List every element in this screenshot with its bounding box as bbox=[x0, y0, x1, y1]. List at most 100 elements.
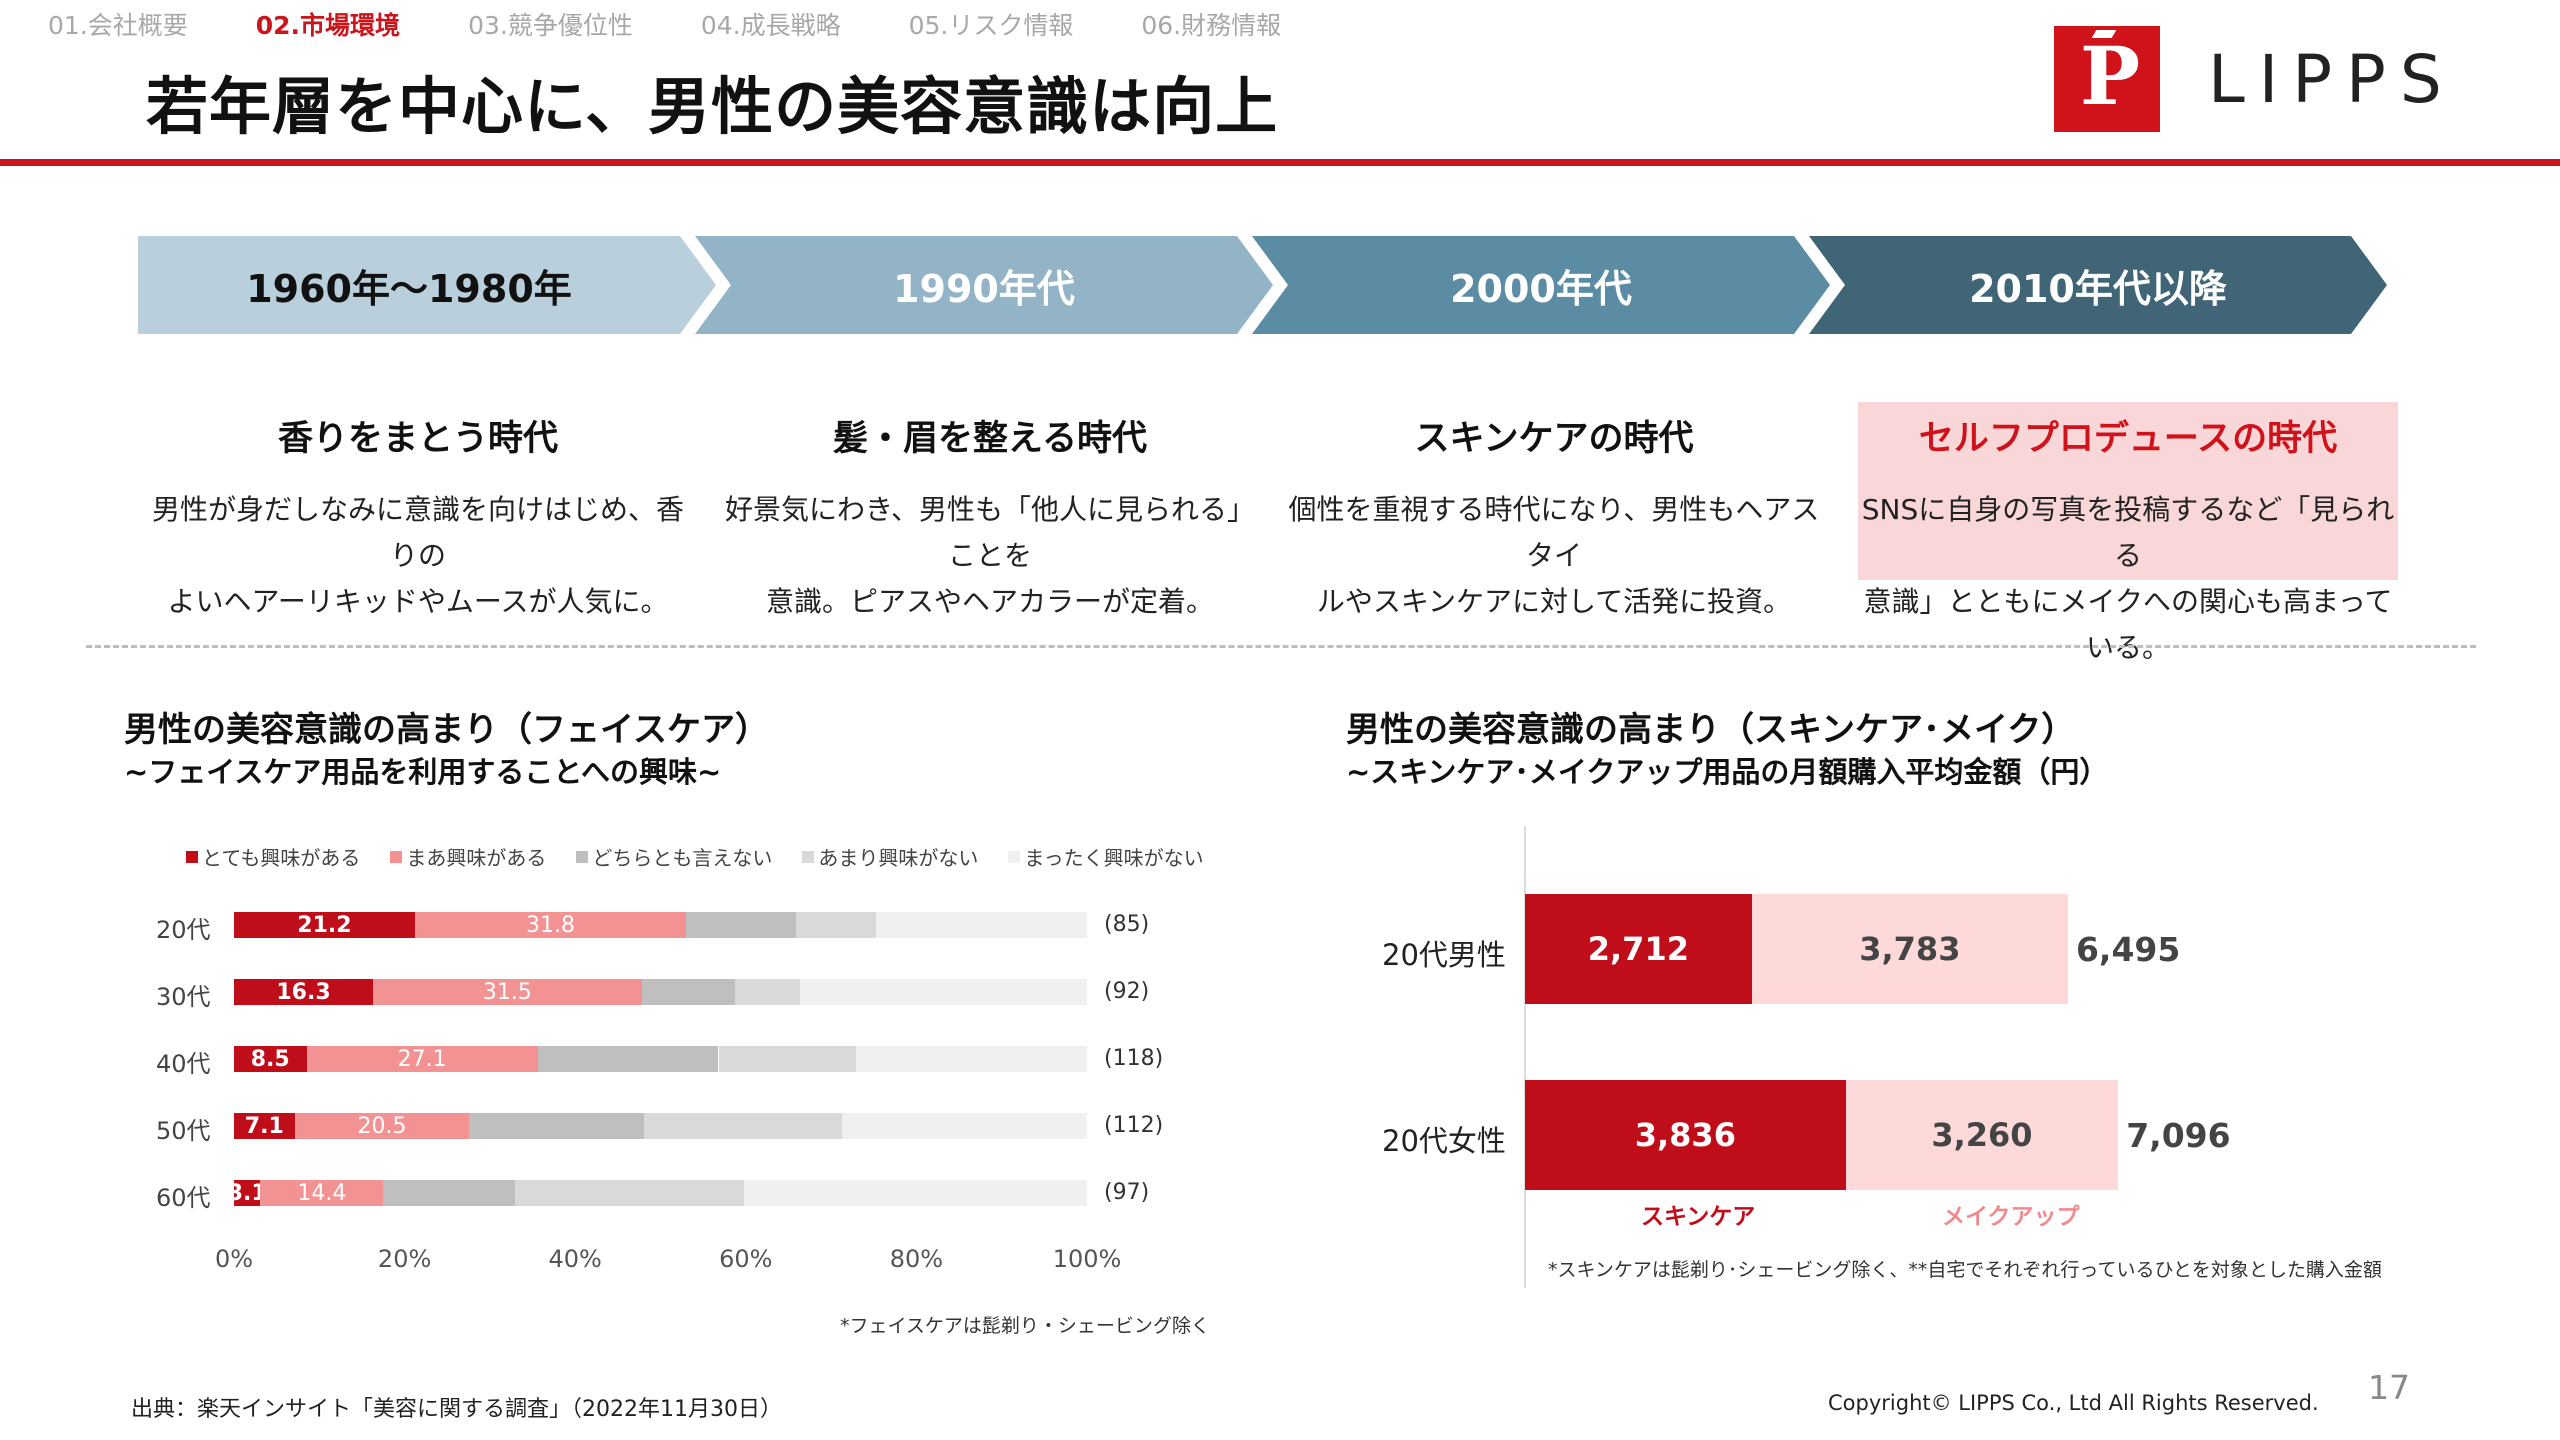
bar-segment bbox=[644, 1113, 843, 1139]
data-label: 20.5 bbox=[357, 1113, 407, 1139]
era-description-line: よいヘアーリキッドやムースが人気に。 bbox=[167, 585, 669, 618]
left-chart-note: *フェイスケアは髭剃り・シェービング除く bbox=[840, 1315, 1210, 1337]
x-axis-tick: 40% bbox=[548, 1245, 602, 1273]
legend-swatch bbox=[1008, 850, 1021, 863]
legend-label: あまり興味がない bbox=[818, 846, 979, 870]
nav-item-4[interactable]: 04.成長戦略 bbox=[700, 11, 841, 40]
total-label: 7,096 bbox=[2126, 1116, 2231, 1155]
x-axis-tick: 60% bbox=[719, 1245, 773, 1273]
bar-segment bbox=[641, 979, 735, 1005]
logo-wordmark: LIPPS bbox=[2208, 40, 2456, 118]
highlight-box bbox=[1858, 402, 2398, 580]
data-label: 8.5 bbox=[250, 1046, 290, 1072]
bar-segment bbox=[537, 1046, 719, 1072]
timeline-arrow-2: 1990年代 bbox=[695, 236, 1273, 334]
x-axis-tick: 100% bbox=[1052, 1245, 1122, 1273]
bar-segment bbox=[842, 1113, 1087, 1139]
right-chart-title: 男性の美容意識の高まり（スキンケア･メイク） bbox=[1346, 710, 2076, 750]
data-label: 31.8 bbox=[525, 912, 575, 938]
left-chart-subtitle: ~フェイスケア用品を利用することへの興味~ bbox=[124, 755, 722, 789]
bar-segment bbox=[383, 1180, 516, 1206]
group-label: 20代女性 bbox=[1382, 1124, 1506, 1158]
legend-swatch bbox=[802, 850, 815, 863]
data-label: 3.1 bbox=[234, 1180, 261, 1206]
timeline-period: 1990年代 bbox=[893, 266, 1075, 311]
era-description-4: SNSに自身の写真を投稿するなど「見られる 意識」とともにメイクへの関心も高まって… bbox=[1858, 487, 2398, 671]
legend-swatch bbox=[576, 850, 589, 863]
era-description-line: 個性を重視する時代になり、男性もヘアスタイ bbox=[1288, 493, 1820, 572]
era-heading-2: 髪・眉を整える時代 bbox=[833, 419, 1147, 459]
era-heading-3: スキンケアの時代 bbox=[1414, 419, 1694, 459]
section-nav: 01.会社概要 02.市場環境 03.競争優位性 04.成長戦略 05.リスク情報 06.… bbox=[48, 6, 1349, 42]
legend-item: とても興味がある bbox=[186, 842, 360, 871]
bar-segment bbox=[799, 979, 1087, 1005]
section-divider bbox=[86, 645, 2476, 648]
legend-item: あまり興味がない bbox=[802, 842, 978, 871]
legend-label: まあ興味がある bbox=[406, 846, 547, 870]
era-description-line: 意識。ピアスやヘアカラーが定着。 bbox=[765, 585, 1214, 618]
age-label: 40代 bbox=[156, 1050, 211, 1078]
bar-segment bbox=[876, 912, 1087, 938]
data-label: 2,712 bbox=[1587, 930, 1689, 968]
era-description-line: 好景気にわき、男性も「他人に見られる」ことを bbox=[724, 493, 1256, 572]
total-label: 6,495 bbox=[2075, 930, 2181, 969]
data-label: 14.4 bbox=[297, 1180, 347, 1206]
x-axis-tick: 0% bbox=[214, 1245, 254, 1273]
bar-segment: 2,712 bbox=[1525, 894, 1752, 1004]
data-label: 31.5 bbox=[482, 979, 532, 1005]
era-timeline: 1960年〜1980年 1990年代 2000年代 2010年代以降 bbox=[138, 236, 2428, 334]
nav-item-5[interactable]: 05.リスク情報 bbox=[908, 11, 1074, 40]
bar-segment: 27.1 bbox=[306, 1046, 538, 1072]
source-citation: 出典：楽天インサイト「美容に関する調査」（2022年11月30日） bbox=[131, 1397, 782, 1422]
nav-item-1[interactable]: 01.会社概要 bbox=[48, 11, 188, 40]
bar-segment: 8.5 bbox=[234, 1046, 307, 1072]
bar-segment: 20.5 bbox=[294, 1113, 470, 1139]
era-description-line: SNSに自身の写真を投稿するなど「見られる bbox=[1861, 493, 2395, 572]
x-axis-tick: 20% bbox=[377, 1245, 432, 1273]
bar-segment bbox=[734, 979, 800, 1005]
timeline-period: 2010年代以降 bbox=[1969, 266, 2227, 311]
nav-item-6[interactable]: 06.財務情報 bbox=[1141, 11, 1282, 40]
era-description-3: 個性を重視する時代になり、男性もヘアスタイルやスキンケアに対して活発に投資。 bbox=[1284, 487, 1824, 625]
timeline-period: 1960年〜1980年 bbox=[246, 266, 572, 311]
data-label: 3,783 bbox=[1859, 930, 1961, 968]
nav-item-3[interactable]: 03.競争優位性 bbox=[468, 11, 633, 40]
right-chart-axis bbox=[1524, 826, 1526, 1288]
bar-segment bbox=[718, 1046, 856, 1072]
data-label: 21.2 bbox=[297, 912, 352, 938]
left-chart-legend: とても興味がある まあ興味がある どちらとも言えない あまり興味がない まったく興味がな… bbox=[186, 842, 1234, 871]
era-description-1: 男性が身だしなみに意識を向けはじめ、香りの よいヘアーリキッドやムースが人気に。 bbox=[148, 487, 688, 625]
data-label: 7.1 bbox=[244, 1113, 284, 1139]
legend-item: まあ興味がある bbox=[390, 842, 546, 871]
data-label: 16.3 bbox=[276, 979, 331, 1005]
bar-segment: 7.1 bbox=[234, 1113, 295, 1139]
nav-item-2[interactable]: 02.市場環境 bbox=[255, 11, 401, 40]
bar-segment: 3,260 bbox=[1845, 1080, 2119, 1190]
age-label: 60代 bbox=[156, 1184, 211, 1212]
left-chart-title: 男性の美容意識の高まり（フェイスケア） bbox=[124, 710, 769, 750]
bar-segment bbox=[686, 912, 797, 938]
legend-label: どちらとも言えない bbox=[592, 846, 773, 870]
sample-size: (85) bbox=[1104, 912, 1150, 937]
logo-mark-letter: P bbox=[2080, 29, 2141, 123]
era-heading-1: 香りをまとう時代 bbox=[277, 419, 558, 459]
sample-size: (118) bbox=[1104, 1046, 1164, 1071]
bar-segment bbox=[515, 1180, 745, 1206]
timeline-arrow-4: 2010年代以降 bbox=[1809, 236, 2387, 334]
data-label: 27.1 bbox=[397, 1046, 447, 1072]
bar-segment bbox=[855, 1046, 1087, 1072]
bar-segment: 31.5 bbox=[373, 979, 642, 1005]
sample-size: (112) bbox=[1104, 1113, 1164, 1138]
era-description-2: 好景気にわき、男性も「他人に見られる」ことを意識。ピアスやヘアカラーが定着。 bbox=[720, 487, 1260, 625]
legend-item: まったく興味がない bbox=[1008, 842, 1204, 871]
era-description-line: 意識」とともにメイクへの関心も高まっている。 bbox=[1863, 585, 2393, 664]
timeline-arrow-3: 2000年代 bbox=[1252, 236, 1830, 334]
bar-segment: 16.3 bbox=[234, 979, 374, 1005]
bar-segment: 3,783 bbox=[1751, 894, 2068, 1004]
x-axis-tick: 80% bbox=[889, 1245, 944, 1273]
era-description-line: ルやスキンケアに対して活発に投資。 bbox=[1316, 585, 1792, 618]
age-label: 50代 bbox=[156, 1117, 211, 1145]
group-label: 20代男性 bbox=[1382, 938, 1506, 972]
legend-item: どちらとも言えない bbox=[576, 842, 772, 871]
data-label: 3,260 bbox=[1931, 1116, 2033, 1154]
